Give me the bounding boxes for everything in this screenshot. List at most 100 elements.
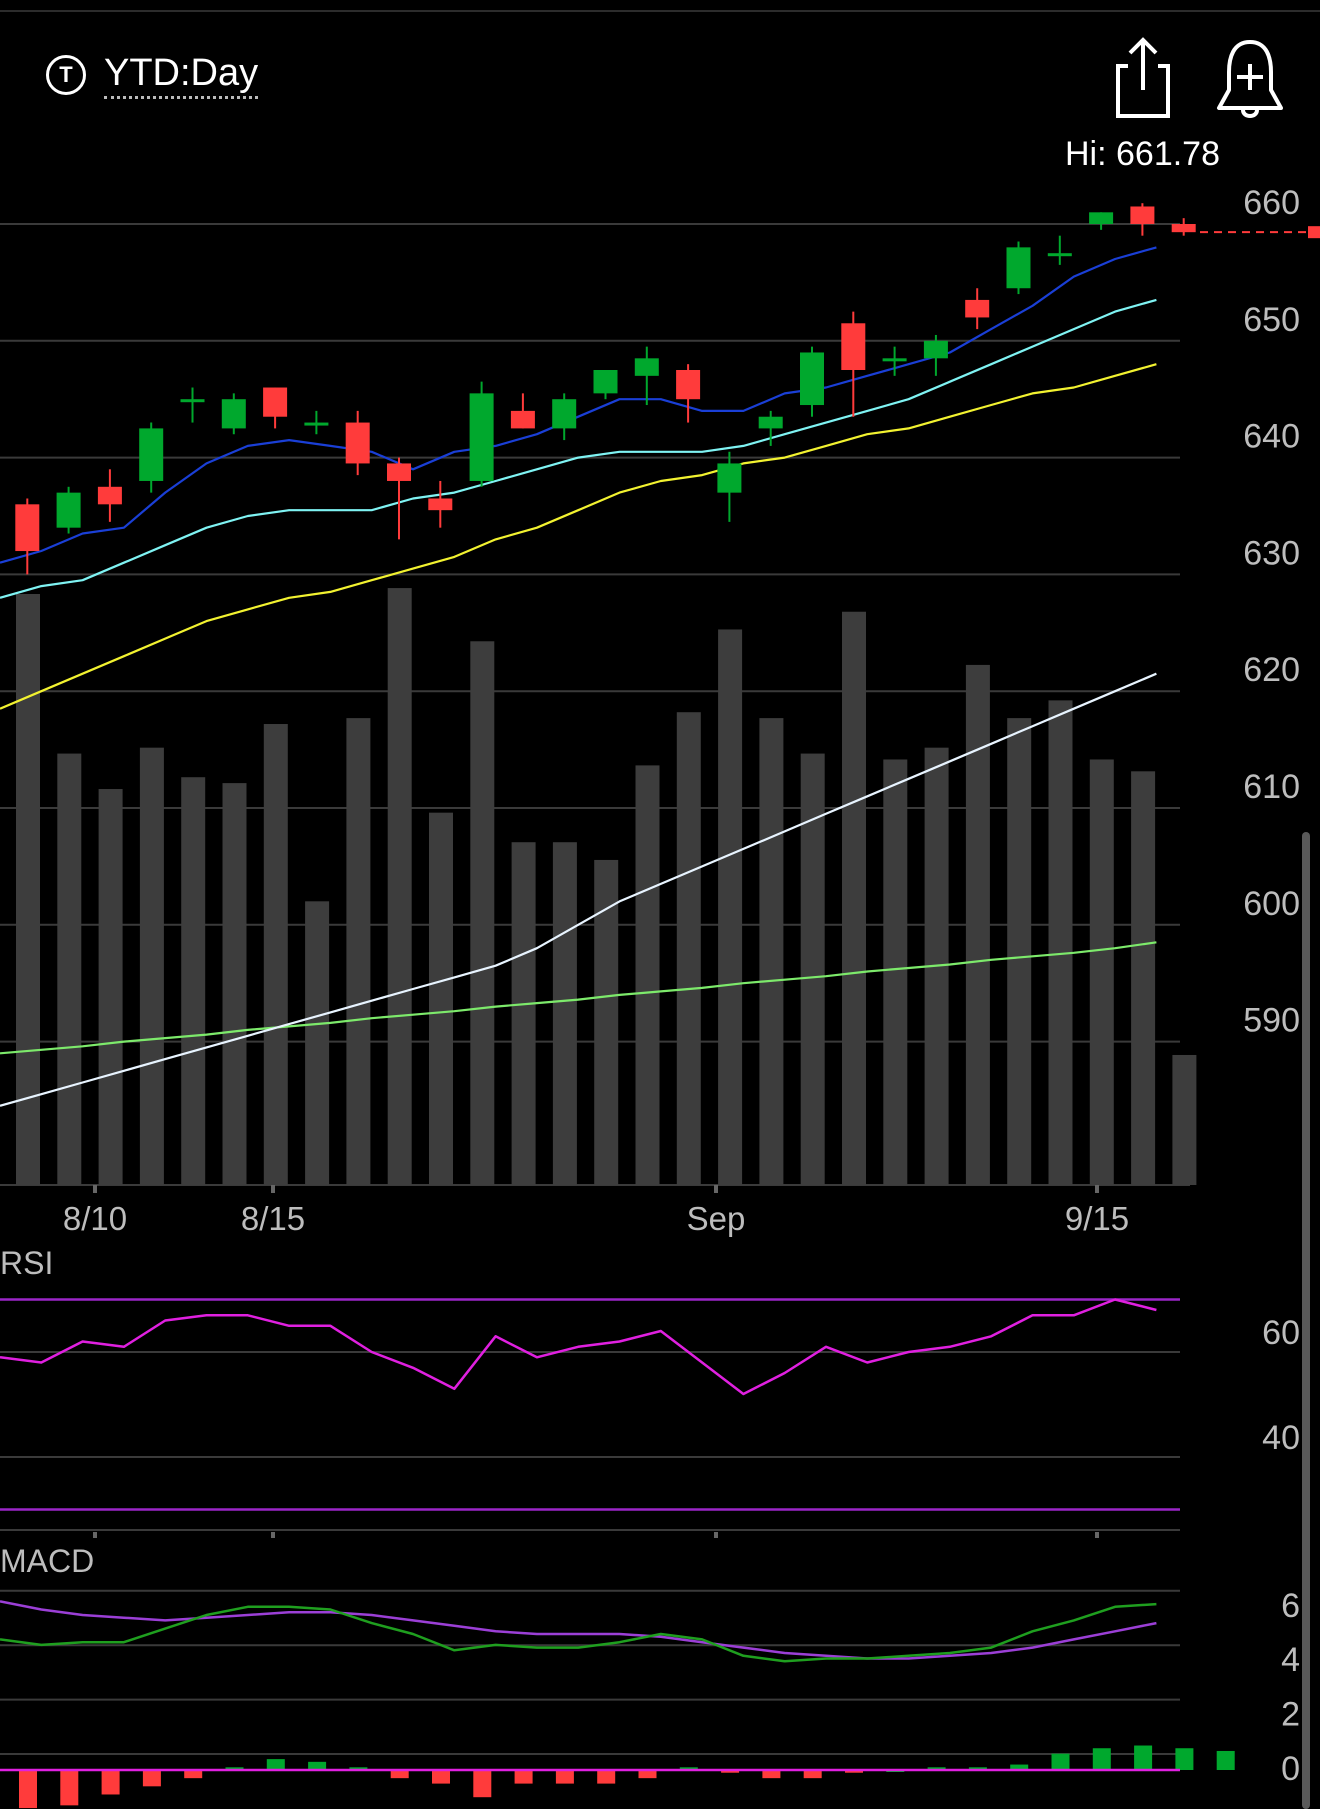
price-axis-label: 630 bbox=[1243, 534, 1300, 572]
macd-histogram-bar bbox=[803, 1770, 822, 1779]
candle-body bbox=[552, 399, 577, 429]
macd-histogram-bar bbox=[1175, 1748, 1194, 1770]
macd-histogram-bar bbox=[1051, 1753, 1070, 1770]
volume-bar bbox=[305, 901, 330, 1185]
volume-bar bbox=[552, 842, 577, 1185]
candle-body bbox=[469, 393, 494, 481]
volume-bar bbox=[676, 712, 701, 1185]
candle-body bbox=[1130, 206, 1155, 224]
volume-bar bbox=[511, 842, 536, 1185]
x-axis-label: 8/10 bbox=[63, 1200, 127, 1237]
candle-body bbox=[593, 370, 618, 394]
candle-body bbox=[758, 416, 783, 429]
macd-histogram-bar bbox=[349, 1767, 368, 1770]
period-type-icon: T bbox=[46, 55, 86, 95]
price-axis-label: 660 bbox=[1243, 184, 1300, 222]
moving-average-line bbox=[0, 672, 1157, 1107]
candle-body bbox=[263, 387, 288, 417]
period-selector[interactable]: T YTD:Day bbox=[46, 50, 259, 100]
volume-bar bbox=[470, 641, 495, 1185]
macd-axis-label: 4 bbox=[1281, 1641, 1300, 1679]
candle-body bbox=[1006, 247, 1031, 289]
chart-header: T YTD:Day bbox=[0, 12, 1320, 132]
candle-body bbox=[304, 422, 329, 426]
price-axis-label: 590 bbox=[1243, 1002, 1300, 1040]
candle-body bbox=[676, 370, 701, 400]
candle-body bbox=[634, 358, 659, 376]
x-axis-label: 8/15 bbox=[241, 1200, 305, 1237]
price-axis-label: 610 bbox=[1243, 768, 1300, 806]
macd-histogram-bar bbox=[638, 1770, 657, 1779]
volume-bar bbox=[263, 724, 288, 1185]
scrollbar[interactable] bbox=[1302, 832, 1310, 1809]
macd-histogram-bar bbox=[142, 1770, 161, 1787]
add-alert-button[interactable] bbox=[1205, 28, 1295, 128]
share-button[interactable] bbox=[1098, 28, 1188, 128]
macd-histogram-bar bbox=[845, 1770, 863, 1773]
candle-body bbox=[965, 299, 990, 318]
high-price-label: Hi: 661.78 bbox=[1065, 135, 1220, 173]
candle-body bbox=[345, 422, 370, 464]
volume-bar bbox=[800, 753, 825, 1185]
volume-bar bbox=[1089, 759, 1114, 1185]
candle-body bbox=[428, 498, 453, 511]
macd-histogram-bar bbox=[1216, 1750, 1235, 1770]
candle-body bbox=[510, 410, 535, 429]
moving-average-line bbox=[0, 298, 1157, 599]
macd-axis-label: 2 bbox=[1281, 1696, 1300, 1734]
rsi-title: RSI bbox=[0, 1245, 53, 1281]
rsi-line bbox=[0, 1298, 1157, 1396]
macd-histogram-bar bbox=[432, 1770, 450, 1784]
price-axis-label: 620 bbox=[1243, 651, 1300, 689]
macd-histogram-bar bbox=[1010, 1764, 1029, 1770]
candle-body bbox=[139, 428, 164, 481]
candle-body bbox=[882, 358, 907, 362]
macd-histogram-bar bbox=[968, 1767, 987, 1770]
macd-histogram-bar bbox=[1092, 1748, 1111, 1770]
x-axis-label: 9/15 bbox=[1065, 1200, 1129, 1237]
share-icon bbox=[1116, 37, 1170, 118]
rsi-axis-label: 60 bbox=[1262, 1314, 1300, 1352]
macd-histogram-bar bbox=[679, 1767, 698, 1770]
period-label[interactable]: YTD:Day bbox=[104, 52, 259, 99]
volume-bar bbox=[759, 718, 784, 1185]
candle-body bbox=[1089, 212, 1114, 224]
macd-histogram-bar bbox=[225, 1767, 244, 1770]
candle-body bbox=[15, 504, 40, 552]
volume-bar bbox=[1172, 1054, 1197, 1185]
volume-bar bbox=[1007, 718, 1032, 1185]
macd-histogram-bar bbox=[927, 1767, 946, 1770]
volume-bar bbox=[139, 747, 164, 1185]
rsi-axis-label: 40 bbox=[1262, 1419, 1300, 1457]
macd-histogram-bar bbox=[597, 1770, 616, 1784]
volume-bar bbox=[222, 783, 247, 1185]
moving-average-line bbox=[0, 363, 1157, 710]
volume-bar bbox=[635, 765, 660, 1185]
volume-bar bbox=[346, 718, 371, 1185]
candle-body bbox=[56, 492, 81, 528]
last-price-marker bbox=[1308, 226, 1320, 239]
volume-bar bbox=[98, 789, 123, 1185]
candle-body bbox=[1047, 253, 1072, 257]
volume-bar bbox=[1131, 771, 1156, 1185]
macd-histogram-bar bbox=[762, 1770, 781, 1779]
volume-bar bbox=[965, 664, 990, 1185]
price-axis-label: 600 bbox=[1243, 885, 1300, 923]
macd-histogram-bar bbox=[101, 1770, 120, 1795]
macd-histogram-bar bbox=[514, 1770, 533, 1784]
candle-body bbox=[387, 463, 411, 481]
macd-histogram-bar bbox=[19, 1770, 37, 1809]
macd-histogram-bar bbox=[473, 1770, 492, 1798]
top-divider bbox=[0, 10, 1320, 12]
macd-histogram-bar bbox=[60, 1770, 79, 1806]
macd-title: MACD bbox=[0, 1543, 94, 1579]
volume-bar bbox=[57, 753, 82, 1185]
candle-body bbox=[180, 399, 205, 403]
macd-histogram-bar bbox=[1134, 1745, 1153, 1770]
volume-bar bbox=[1048, 700, 1073, 1185]
macd-line bbox=[0, 1602, 1157, 1663]
macd-histogram-bar bbox=[308, 1761, 327, 1770]
macd-histogram-bar bbox=[390, 1770, 409, 1779]
macd-axis-label: 0 bbox=[1281, 1750, 1300, 1788]
